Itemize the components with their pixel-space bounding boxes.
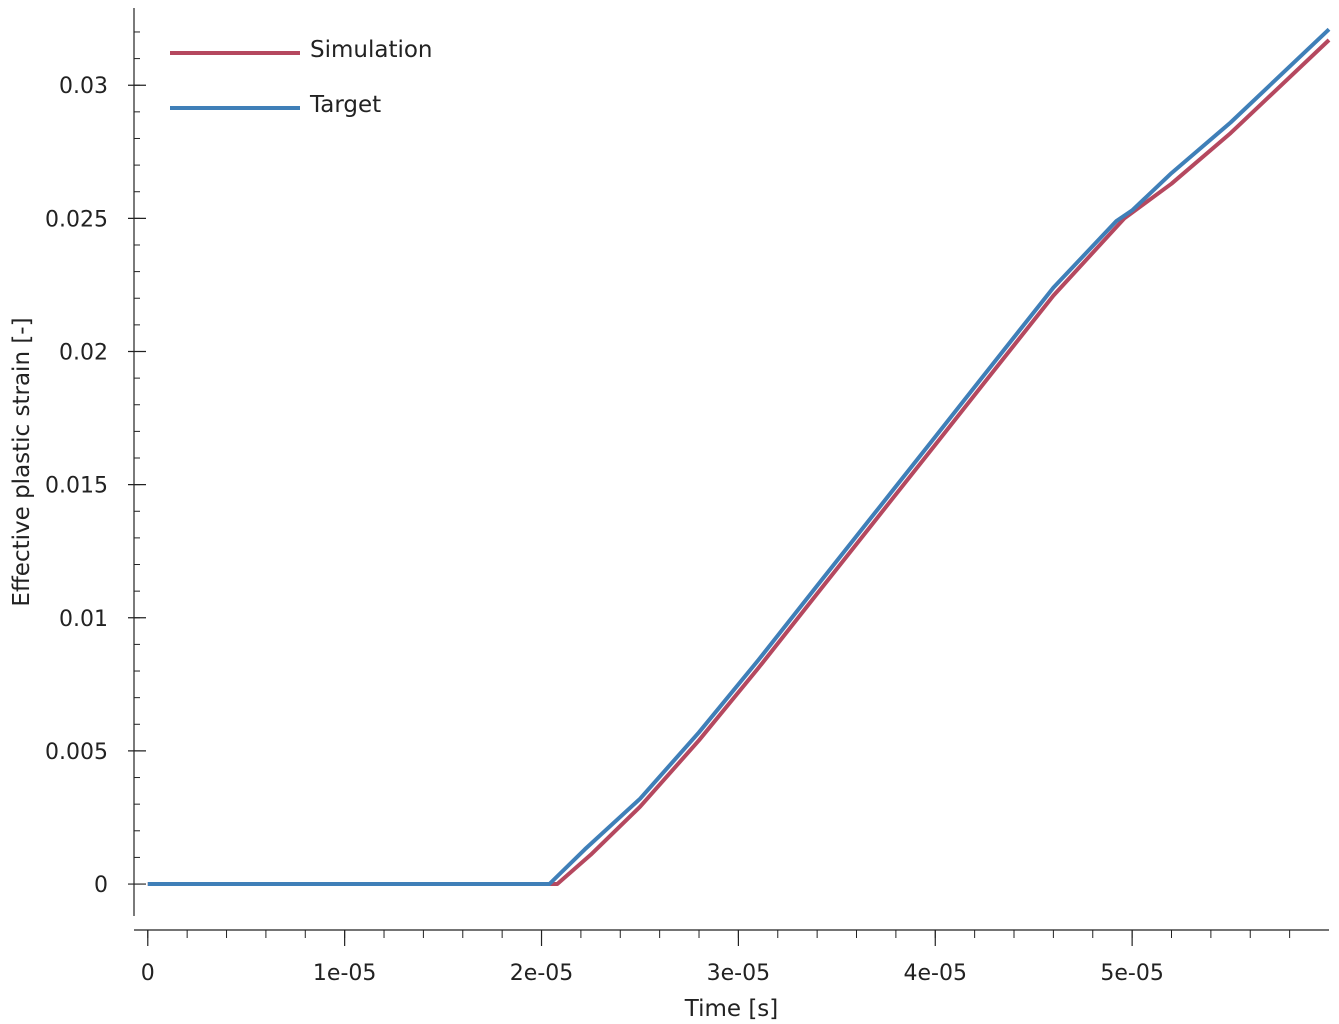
y-tick-label: 0.02 bbox=[59, 340, 108, 365]
y-tick-label: 0.025 bbox=[45, 207, 108, 232]
x-tick-label: 0 bbox=[141, 961, 155, 986]
x-tick-label: 2e-05 bbox=[510, 961, 573, 986]
y-axis-label: Effective plastic strain [-] bbox=[9, 317, 35, 606]
y-tick-label: 0.01 bbox=[59, 607, 108, 632]
series-line-target bbox=[147, 27, 1331, 886]
x-axis: 0 1e-05 2e-05 3e-05 4e-05 5e-05 bbox=[134, 929, 1329, 986]
series-line-simulation bbox=[147, 38, 1331, 886]
y-tick-label: 0.005 bbox=[45, 740, 108, 765]
legend: Simulation Target bbox=[170, 37, 433, 118]
x-tick-label: 3e-05 bbox=[707, 961, 770, 986]
series-layer bbox=[147, 27, 1331, 886]
x-tick-label: 1e-05 bbox=[313, 961, 376, 986]
y-tick-label: 0.015 bbox=[45, 474, 108, 499]
y-axis: 0 0.005 0.01 0.015 0.02 0.025 0.03 bbox=[45, 8, 146, 916]
legend-label-target: Target bbox=[309, 92, 381, 118]
y-tick-label: 0 bbox=[94, 873, 108, 898]
legend-label-simulation: Simulation bbox=[310, 37, 433, 63]
x-axis-label: Time [s] bbox=[684, 996, 779, 1022]
x-tick-label: 4e-05 bbox=[904, 961, 967, 986]
y-tick-label: 0.03 bbox=[59, 74, 108, 99]
x-tick-label: 5e-05 bbox=[1100, 961, 1163, 986]
